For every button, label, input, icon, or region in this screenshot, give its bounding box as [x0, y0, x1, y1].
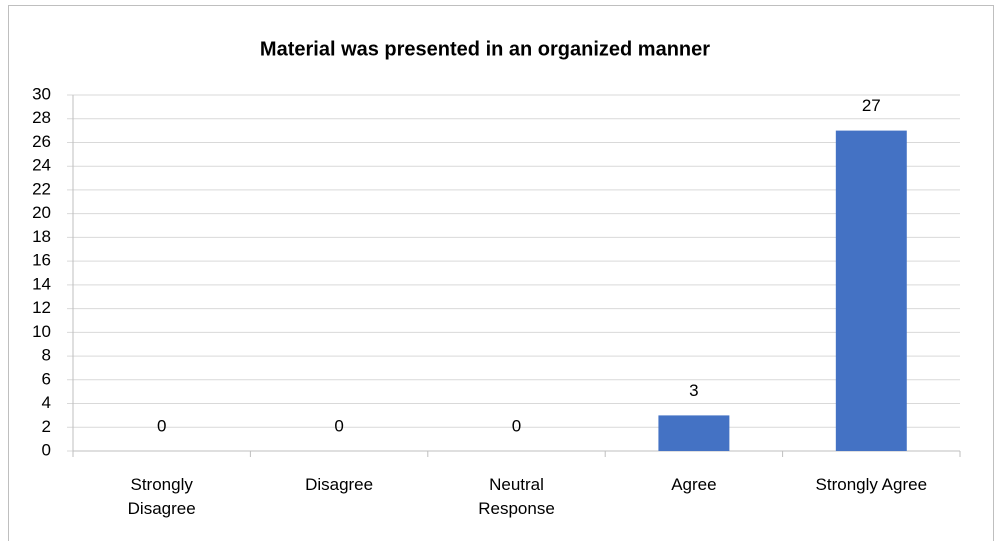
data-label: 0 — [512, 416, 521, 435]
x-tick-label: Strongly Agree — [815, 475, 928, 494]
x-tick-label: Agree — [671, 475, 717, 494]
data-label: 0 — [334, 416, 343, 435]
x-tick-label: Disagree — [305, 475, 374, 494]
y-tick-label: 12 — [32, 298, 51, 317]
y-tick-label: 10 — [32, 322, 51, 341]
y-tick-label: 2 — [42, 417, 51, 436]
y-tick-label: 24 — [32, 156, 51, 175]
y-tick-label: 30 — [32, 84, 51, 103]
bar — [658, 415, 730, 451]
y-tick-label: 8 — [42, 346, 51, 365]
y-tick-label: 28 — [32, 108, 51, 127]
data-label: 27 — [862, 96, 881, 115]
data-label: 0 — [157, 416, 166, 435]
y-tick-label: 20 — [32, 203, 51, 222]
y-tick-label: 22 — [32, 179, 51, 198]
y-tick-label: 14 — [32, 274, 51, 293]
y-tick-label: 26 — [32, 132, 51, 151]
chart-title: Material was presented in an organized m… — [260, 38, 710, 60]
y-tick-label: 0 — [42, 440, 51, 459]
y-tick-label: 18 — [32, 227, 51, 246]
x-tick-label: Neutral Response — [478, 475, 555, 518]
y-tick-label: 6 — [42, 369, 51, 388]
data-label: 3 — [689, 381, 698, 400]
y-tick-label: 16 — [32, 251, 51, 270]
x-tick-label: Strongly Disagree — [127, 475, 196, 518]
bar — [835, 130, 907, 451]
y-tick-label: 4 — [42, 393, 51, 412]
